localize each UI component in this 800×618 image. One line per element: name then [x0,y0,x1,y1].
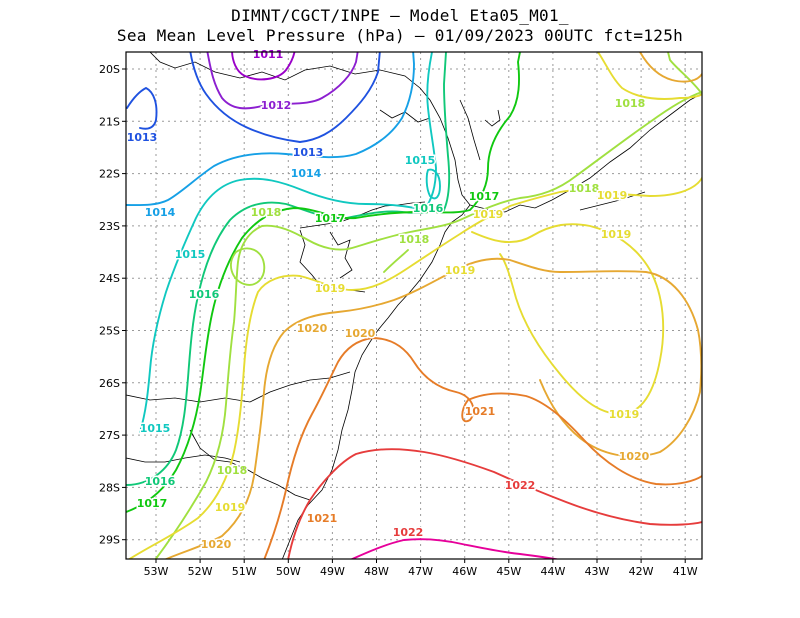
lon-tick-label: 51W [232,565,257,578]
map-title-line1: DIMNT/CGCT/INPE – Model Eta05_M01_ [231,6,569,25]
isobars [126,52,702,559]
isobar-1019-east-loop [471,223,665,415]
lon-tick-label: 43W [585,565,610,578]
contour-label-1015: 1015 [175,248,206,261]
isobar-1018-west [154,91,702,559]
contour-label-1019: 1019 [473,208,504,221]
contour-label-1019: 1019 [215,501,246,514]
contour-label-1017: 1017 [469,190,500,203]
contour-label-1017: 1017 [137,497,168,510]
map-title-line2: Sea Mean Level Pressure (hPa) – 01/09/20… [116,26,684,45]
contour-label-1019: 1019 [445,264,476,277]
contour-label-1014: 1014 [291,167,322,180]
contour-label-1015: 1015 [140,422,171,435]
contour-label-1011: 1011 [253,48,284,61]
isobar-1012 [206,52,359,110]
isobar-1019-west [127,177,702,559]
lon-tick-label: 46W [452,565,477,578]
contour-label-1016: 1016 [189,288,220,301]
lat-tick-label: 20S [99,63,120,76]
lon-tick-label: 53W [144,565,169,578]
isobar-1019-north [597,52,702,100]
contour-label-1016: 1016 [145,475,176,488]
contour-label-1021: 1021 [465,405,496,418]
contour-label-1012: 1012 [261,99,292,112]
contour-label-1015: 1015 [140,422,171,435]
lon-tick-label: 47W [408,565,433,578]
lat-tick-label: 27S [99,429,120,442]
lon-tick-label: 52W [188,565,213,578]
isobar-1018-loop [230,247,266,286]
contour-label-1022: 1022 [393,526,424,539]
contour-labels: 1011 1012 1013 1013 1014 1014 1015 1015 1015 1016… [125,47,651,553]
lon-tick-label: 42W [629,565,654,578]
lat-tick-label: 29S [99,534,120,547]
contour-label-1014: 1014 [145,206,176,219]
contour-label-1020: 1020 [345,327,376,340]
contour-label-1018: 1018 [399,233,430,246]
lat-tick-label: 28S [99,481,120,494]
contour-label-1019: 1019 [597,189,628,202]
isobar-1020-north [639,52,702,83]
isobar-1021 [263,337,702,559]
contour-label-1018: 1018 [569,182,600,195]
lat-tick-label: 21S [99,115,120,128]
isobar-1013-west [126,87,158,130]
contour-label-1020: 1020 [619,450,650,463]
contour-label-1019: 1019 [609,408,640,421]
isobar-1018-east [667,52,702,95]
contour-label-1017: 1017 [315,212,346,225]
lat-tick-label: 24S [99,272,120,285]
lat-tick-label: 22S [99,168,120,181]
isobar-1018-small [383,249,409,273]
contour-label-1019: 1019 [315,282,346,295]
contour-label-1018: 1018 [251,206,282,219]
isobar-1015-west [139,52,437,433]
isobar-1020-west [163,257,561,559]
contour-label-1020: 1020 [297,322,328,335]
lon-tick-label: 50W [276,565,301,578]
isobar-1011 [231,52,296,81]
contour-label-1015: 1015 [140,422,171,435]
contour-label-1016: 1016 [413,202,444,215]
axis-ticks: 53W 52W 51W 50W 49W 48W 47W 46W 45W 44W 43W 42W 41W 2… [99,63,698,578]
isobar-1013-east [189,52,381,143]
isobar-1022 [287,448,702,559]
lon-tick-label: 41W [673,565,698,578]
lon-tick-label: 49W [320,565,345,578]
contour-label-1015: 1015 [405,154,436,167]
contour-label-1018: 1018 [615,97,646,110]
isobar-1017 [126,52,521,513]
contour-label-1020: 1020 [201,538,232,551]
map-frame [125,51,703,560]
isobar-1014 [126,52,415,207]
lon-tick-label: 48W [364,565,389,578]
contour-label-1022: 1022 [505,479,536,492]
lon-tick-label: 45W [496,565,521,578]
isobar-1020-east [539,270,702,458]
isobar-1023 [349,538,560,559]
lat-tick-label: 26S [99,377,120,390]
contour-label-1013: 1013 [293,146,324,159]
lon-tick-label: 44W [540,565,565,578]
lat-lon-grid [126,52,702,559]
contour-label-1013: 1013 [127,131,158,144]
isobar-1015-loop [425,168,441,200]
lat-tick-label: 23S [99,220,120,233]
contour-label-1021: 1021 [307,512,338,525]
isobar-1016 [126,52,451,486]
lat-tick-label: 25S [99,325,120,338]
contour-label-1019: 1019 [601,228,632,241]
contour-label-1018: 1018 [217,464,248,477]
coastline-borders [126,52,702,559]
contour-label-1016: 1016 [145,475,176,488]
